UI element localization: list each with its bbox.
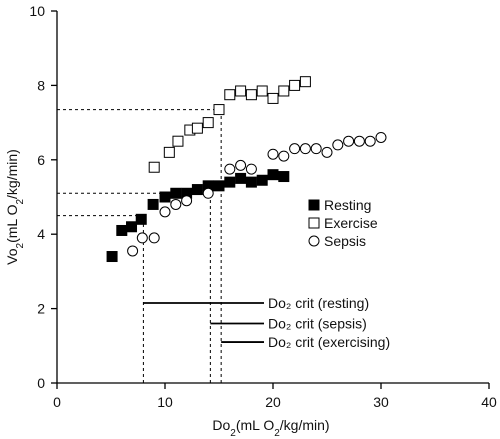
point-sepsis <box>321 146 333 158</box>
y-tick-label: 2 <box>37 301 45 317</box>
point-sepsis <box>202 187 214 199</box>
point-exercise <box>256 85 268 97</box>
x-tick-label: 10 <box>157 394 173 410</box>
point-resting <box>213 180 225 192</box>
legend-item-exercise: Exercise <box>308 215 378 231</box>
point-exercise <box>163 146 175 158</box>
series-sepsis <box>127 131 387 257</box>
point-sepsis <box>289 143 301 155</box>
y-tick-label: 6 <box>37 152 45 168</box>
series-resting <box>106 169 290 263</box>
point-sepsis <box>224 163 236 175</box>
y-tick-label: 8 <box>37 77 45 93</box>
point-exercise <box>235 85 247 97</box>
point-sepsis <box>245 163 257 175</box>
legend-label: Exercise <box>324 215 378 231</box>
point-exercise <box>289 79 301 91</box>
point-sepsis <box>136 232 148 244</box>
point-sepsis <box>267 148 279 160</box>
axes: 0 2 4 6 8 10 0 10 20 30 40 <box>29 3 497 410</box>
legend-item-sepsis: Sepsis <box>308 233 366 249</box>
legend: Resting Exercise Sepsis <box>308 197 378 249</box>
point-resting <box>245 176 257 188</box>
legend-marker <box>308 217 320 229</box>
point-sepsis <box>353 135 365 147</box>
point-resting <box>191 184 203 196</box>
legend-marker <box>308 199 320 211</box>
x-axis-label: Do2(mL O2/kg/min) <box>212 417 329 439</box>
point-resting <box>159 191 171 203</box>
point-exercise <box>202 117 214 129</box>
point-exercise <box>267 92 279 104</box>
point-sepsis <box>235 159 247 171</box>
y-tick-label: 10 <box>29 3 45 19</box>
point-resting <box>147 198 159 210</box>
point-exercise <box>213 104 225 116</box>
point-exercise <box>245 89 257 101</box>
point-exercise <box>224 89 236 101</box>
point-resting <box>224 176 236 188</box>
legend-label: Sepsis <box>324 233 366 249</box>
legend-marker <box>308 235 320 247</box>
point-resting <box>278 171 290 183</box>
annotations: Do₂ crit (resting) Do₂ crit (sepsis) Do₂ c… <box>143 295 390 350</box>
guide-lines <box>57 109 222 383</box>
point-sepsis <box>127 245 139 257</box>
point-sepsis <box>159 206 171 218</box>
point-resting <box>116 224 128 236</box>
point-exercise <box>278 85 290 97</box>
annotation-label: Do₂ crit (exercising) <box>268 334 390 350</box>
point-sepsis <box>148 232 160 244</box>
annotation-label: Do₂ crit (resting) <box>268 295 369 311</box>
point-sepsis <box>299 143 311 155</box>
x-tick-label: 30 <box>373 394 389 410</box>
point-sepsis <box>343 135 355 147</box>
point-sepsis <box>375 131 387 143</box>
point-resting <box>267 169 279 181</box>
point-resting <box>106 251 118 263</box>
legend-label: Resting <box>324 197 371 213</box>
point-resting <box>235 172 247 184</box>
point-exercise <box>191 122 203 134</box>
point-sepsis <box>278 150 290 162</box>
point-exercise <box>299 76 311 88</box>
point-resting <box>170 187 182 199</box>
point-resting <box>126 221 138 233</box>
series-exercise <box>148 76 311 173</box>
annotation-label: Do₂ crit (sepsis) <box>268 315 367 331</box>
point-sepsis <box>170 198 182 210</box>
x-tick-label: 0 <box>53 394 61 410</box>
y-tick-label: 4 <box>37 226 45 242</box>
point-resting <box>256 174 268 186</box>
legend-item-resting: Resting <box>308 197 371 213</box>
axis-labels: Do2(mL O2/kg/min) Vo2(mL O2/kg/min) <box>4 149 330 438</box>
point-sepsis <box>332 139 344 151</box>
x-tick-label: 20 <box>265 394 281 410</box>
point-exercise <box>148 161 160 173</box>
x-tick-label: 40 <box>481 394 497 410</box>
point-exercise <box>172 135 184 147</box>
point-sepsis <box>181 195 193 207</box>
point-sepsis <box>310 143 322 155</box>
y-axis-label: Vo2(mL O2/kg/min) <box>4 149 26 265</box>
point-sepsis <box>364 135 376 147</box>
data-points <box>106 76 387 263</box>
y-tick-label: 0 <box>37 375 45 391</box>
point-resting <box>135 213 147 225</box>
